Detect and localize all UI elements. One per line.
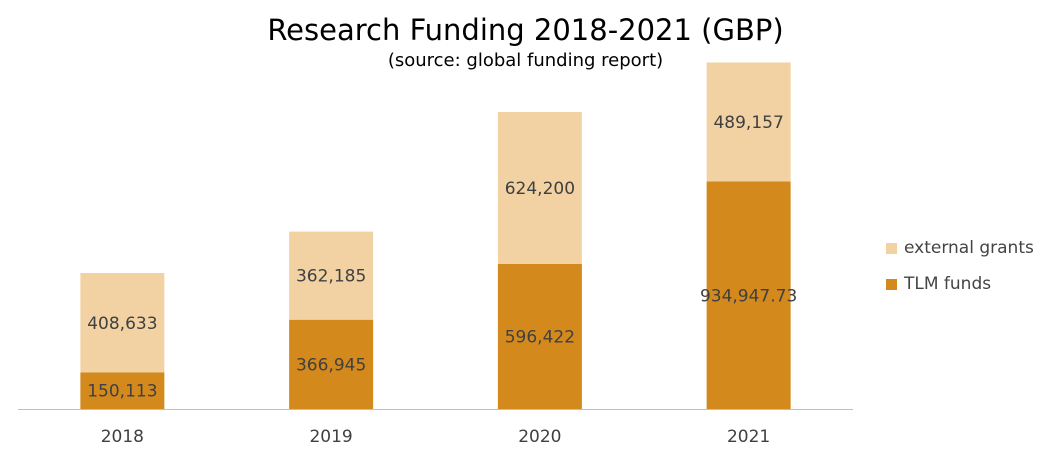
data-label-tlm-funds-2019: 366,945 — [296, 355, 366, 375]
data-label-external-grants-2021: 489,157 — [713, 113, 783, 133]
chart-legend: external grants TLM funds — [886, 237, 1046, 309]
x-tick-label-2018: 2018 — [101, 427, 144, 447]
data-label-tlm-funds-2020: 596,422 — [505, 327, 575, 347]
x-tick-label-2020: 2020 — [518, 427, 561, 447]
data-label-external-grants-2019: 362,185 — [296, 267, 366, 287]
legend-label-external-grants: external grants — [904, 238, 1034, 258]
chart-subtitle: (source: global funding report) — [387, 50, 664, 71]
bar-external-grants-2018 — [80, 273, 165, 373]
chart-title: Research Funding 2018-2021 (GBP) — [267, 13, 784, 47]
x-tick-label-2021: 2021 — [727, 427, 770, 447]
bar-tlm-funds-2018 — [80, 372, 165, 409]
bar-external-grants-2021 — [706, 62, 791, 182]
bar-tlm-funds-2021 — [706, 181, 791, 409]
bar-tlm-funds-2019 — [289, 319, 374, 409]
legend-swatch-tlm-funds — [886, 278, 897, 290]
data-label-tlm-funds-2018: 150,113 — [87, 382, 157, 402]
data-label-external-grants-2018: 408,633 — [87, 314, 157, 334]
legend-swatch-external-grants — [886, 242, 897, 254]
data-label-tlm-funds-2021: 934,947.73 — [700, 286, 797, 306]
legend-label-tlm-funds: TLM funds — [904, 274, 992, 294]
data-label-external-grants-2020: 624,200 — [505, 179, 575, 199]
x-tick-label-2019: 2019 — [309, 427, 352, 447]
bar-tlm-funds-2020 — [497, 263, 582, 409]
bar-external-grants-2019 — [289, 231, 374, 320]
legend-item-tlm-funds: TLM funds — [886, 273, 1046, 295]
bar-external-grants-2020 — [497, 111, 582, 264]
legend-item-external-grants: external grants — [886, 237, 1046, 259]
